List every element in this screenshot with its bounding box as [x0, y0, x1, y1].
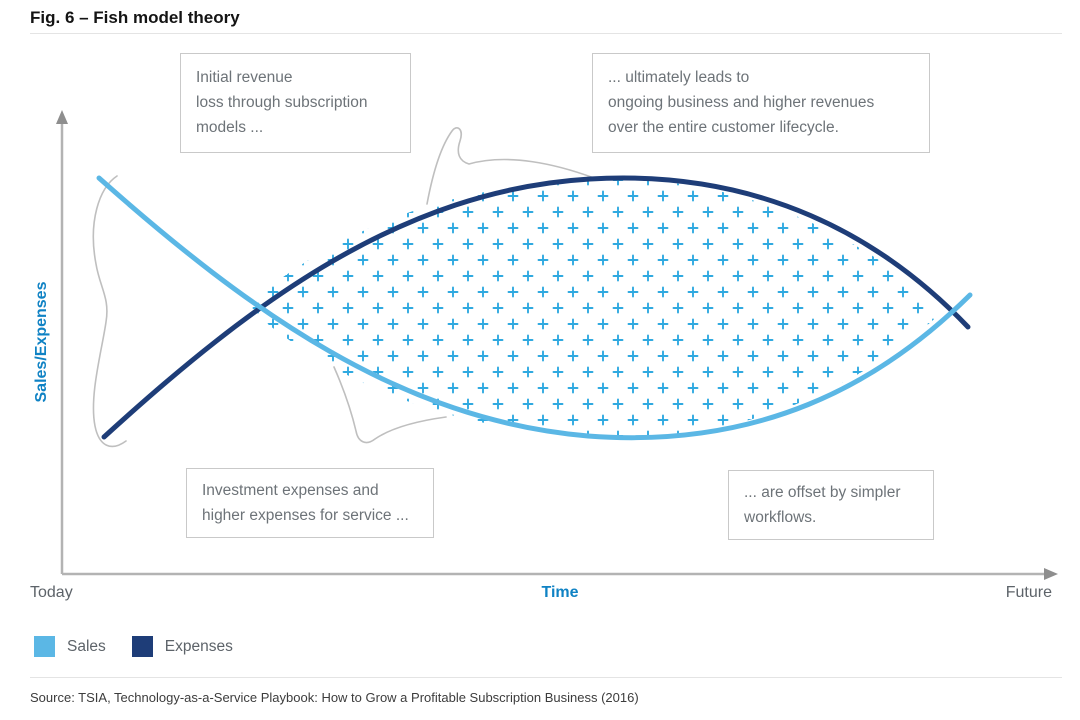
annotation-line: Investment expenses and — [202, 482, 379, 499]
fish-ventral-fin-outline — [333, 366, 447, 444]
annotation-line: ... are offset by simpler — [744, 484, 901, 501]
y-axis-label: Sales/Expenses — [33, 281, 50, 403]
annotation-line: workflows. — [744, 509, 817, 526]
annotation-initial-revenue-loss: Initial revenue loss through subscriptio… — [180, 53, 411, 153]
annotation-line: models ... — [196, 119, 264, 136]
fish-dorsal-fin-outline — [426, 127, 595, 205]
y-axis-arrow-icon — [56, 110, 68, 124]
annotation-line: over the entire customer lifecycle. — [608, 119, 839, 136]
x-axis-label: Time — [541, 584, 579, 601]
annotation-line: higher expenses for service ... — [202, 507, 409, 524]
fish-model-chart — [56, 110, 1058, 580]
source-citation: Source: TSIA, Technology-as-a-Service Pl… — [30, 690, 639, 705]
annotation-ongoing-business: ... ultimately leads to ongoing business… — [592, 53, 930, 153]
x-axis-start-label: Today — [30, 584, 73, 601]
fish-tail-outline — [92, 175, 127, 448]
x-axis-end-label: Future — [1005, 584, 1052, 601]
sales-color-swatch — [34, 636, 55, 657]
figure-title: Fig. 6 – Fish model theory — [30, 8, 240, 27]
annotation-offset-workflows: ... are offset by simpler workflows. — [728, 470, 934, 540]
expenses-curve — [101, 175, 971, 440]
bottom-divider — [30, 677, 1062, 678]
annotation-line: loss through subscription — [196, 94, 368, 111]
x-axis-arrow-icon — [1044, 568, 1058, 580]
fish-body-fill — [246, 179, 944, 438]
annotation-line: ... ultimately leads to — [608, 69, 750, 86]
annotation-line: Initial revenue — [196, 69, 293, 86]
annotation-line: ongoing business and higher revenues — [608, 94, 875, 111]
legend-item-expenses: Expenses — [131, 636, 233, 657]
top-divider — [30, 33, 1062, 34]
expenses-color-swatch — [131, 636, 153, 657]
sales-curve — [96, 175, 973, 441]
legend-label-sales: Sales — [67, 637, 106, 655]
legend-label-expenses: Expenses — [164, 637, 233, 655]
legend: Sales Expenses — [34, 636, 259, 657]
annotation-investment-expenses: Investment expenses and higher expenses … — [186, 468, 434, 538]
legend-item-sales: Sales — [34, 636, 106, 657]
